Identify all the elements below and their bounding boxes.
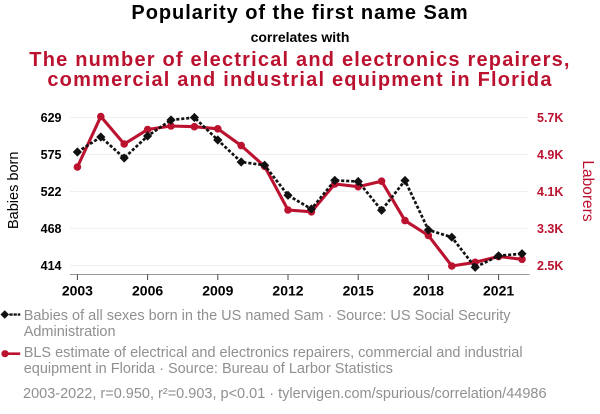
svg-text:575: 575 xyxy=(41,148,62,162)
svg-text:2021: 2021 xyxy=(483,282,514,298)
svg-text:2018: 2018 xyxy=(413,282,444,298)
svg-text:414: 414 xyxy=(41,259,62,273)
svg-text:3.3K: 3.3K xyxy=(537,222,563,236)
svg-text:4.9K: 4.9K xyxy=(537,148,563,162)
svg-text:2015: 2015 xyxy=(343,282,374,298)
svg-text:468: 468 xyxy=(41,222,62,236)
svg-text:5.7K: 5.7K xyxy=(537,111,563,125)
svg-text:Babies born: Babies born xyxy=(6,152,22,229)
svg-text:2003: 2003 xyxy=(62,282,93,298)
svg-text:522: 522 xyxy=(41,185,62,199)
svg-text:2009: 2009 xyxy=(202,282,233,298)
svg-text:2.5K: 2.5K xyxy=(537,259,563,273)
svg-text:4.1K: 4.1K xyxy=(537,185,563,199)
svg-text:2012: 2012 xyxy=(272,282,303,298)
svg-text:2006: 2006 xyxy=(132,282,163,298)
svg-text:Laborers: Laborers xyxy=(579,160,596,221)
svg-text:629: 629 xyxy=(41,111,62,125)
